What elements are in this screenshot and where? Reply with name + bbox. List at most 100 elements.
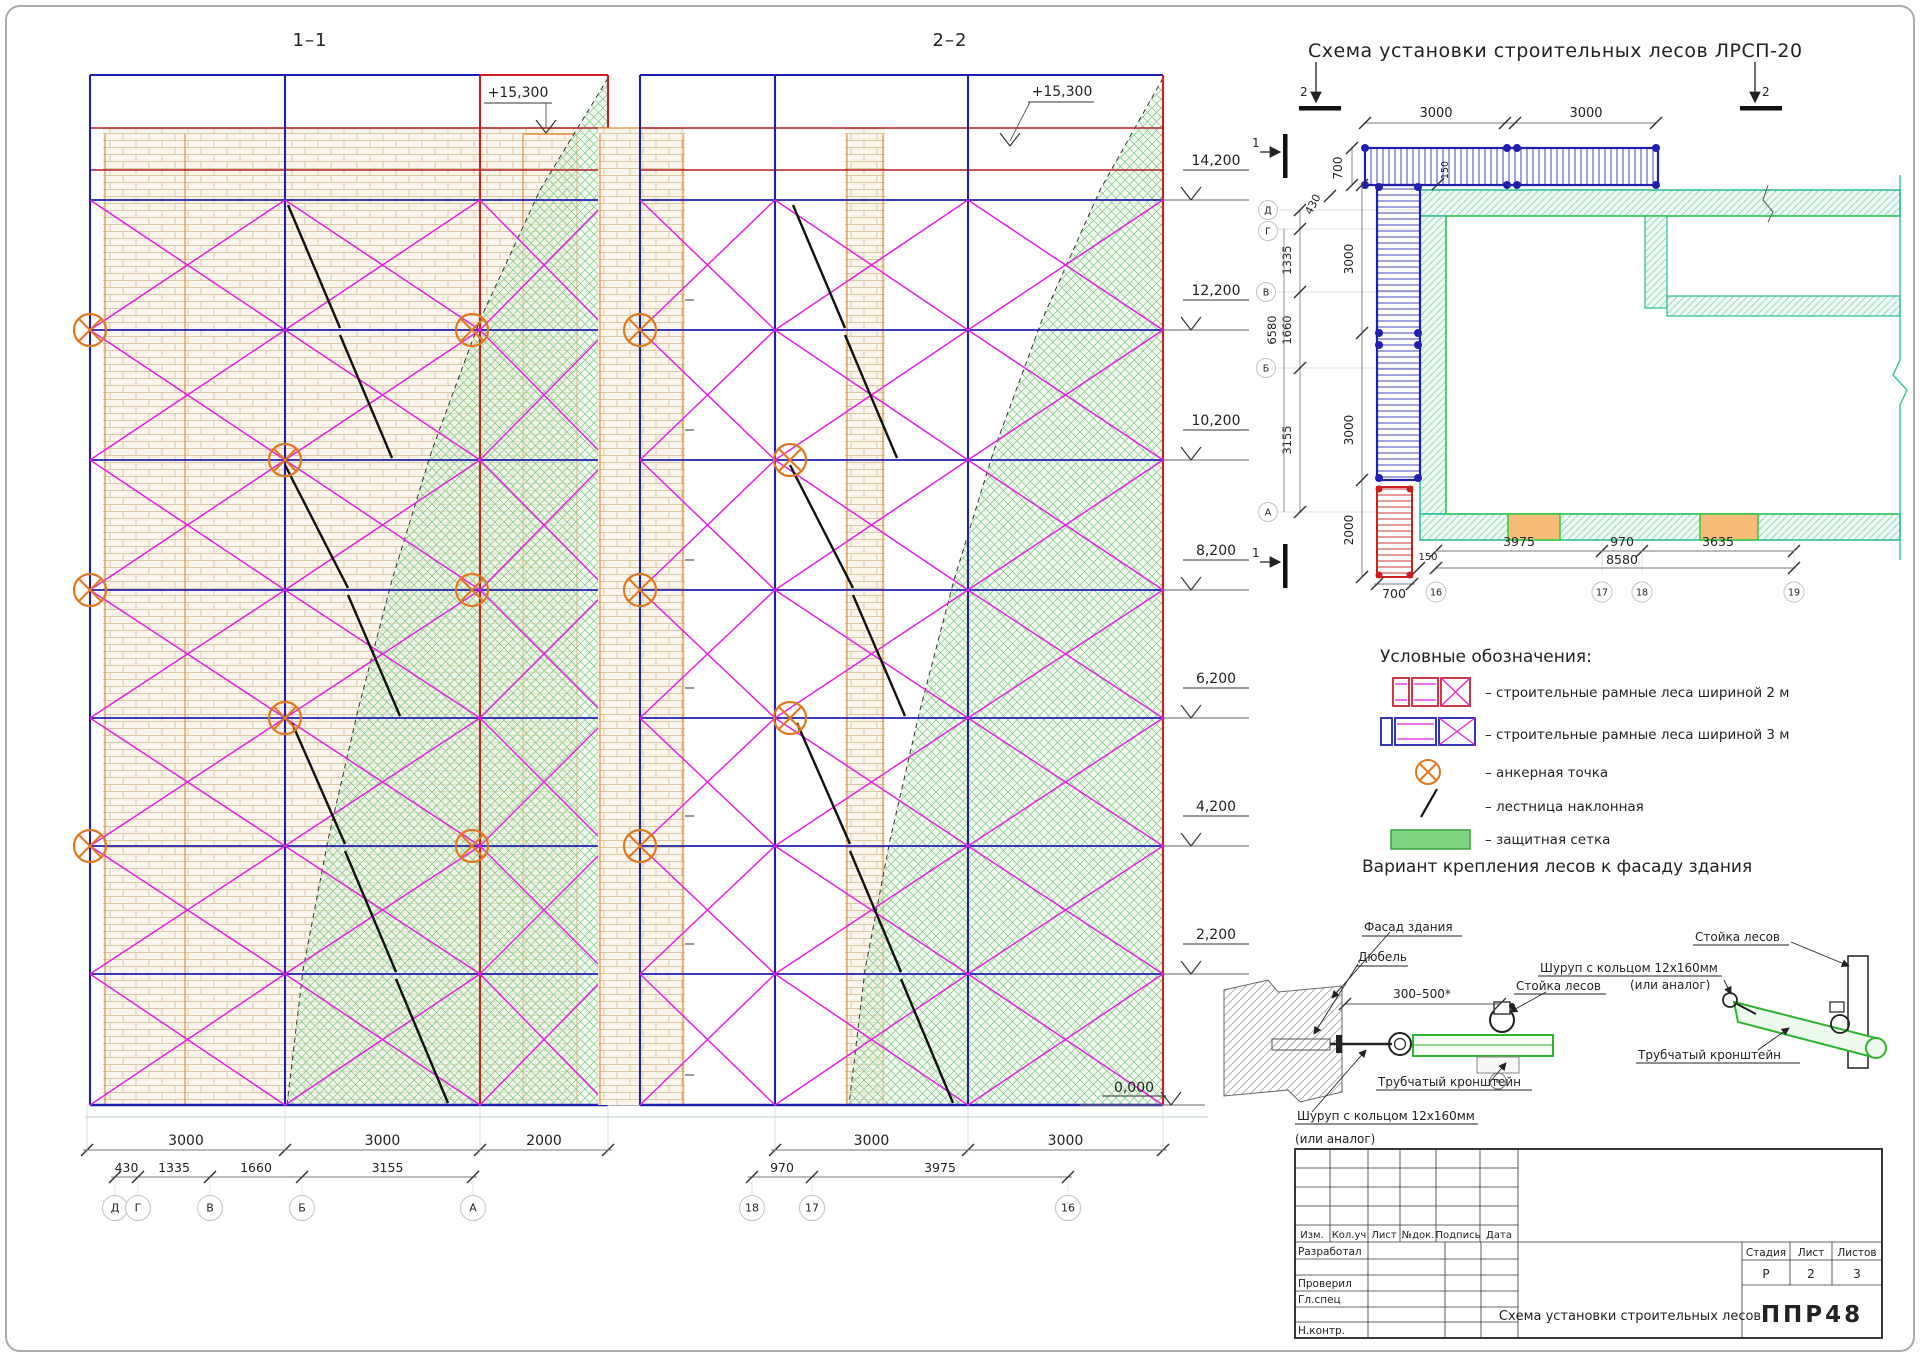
dim-label: 700 [1331,157,1345,180]
title-block-grid [1295,1149,1882,1338]
section-marker-2-right: 2 [1740,62,1782,111]
grid-axis-bubble [1258,200,1278,220]
document-name: Схема установки строительных лесов [1499,1309,1761,1324]
grid-axis-label: 17 [1596,588,1608,599]
dim-label: 3635 [1702,534,1734,549]
inclined-ladder [338,334,394,459]
titleblock-header: Лист [1371,1230,1397,1241]
titleblock-role: Н.контр. [1298,1325,1345,1337]
dim-label: 430 [115,1160,139,1175]
dim-label: 3000 [1048,1133,1084,1149]
top-elevation-mark: +15,300 [1032,84,1093,100]
dim-300-500-label: 300–500* [1393,987,1451,1001]
top-elevation-mark: +15,300 [488,85,549,101]
building-walls [1419,175,1908,560]
plan-view: 2 2 1 1 [1252,62,1908,588]
dim-label: 3975 [1503,534,1535,549]
grid-axis-label: 16 [1061,1202,1075,1215]
dim-label: 3000 [1419,106,1452,121]
inclined-ladder [290,722,347,845]
dim-label: 970 [770,1160,794,1175]
legend-item-text: – строительные рамные леса шириной 3 м [1485,727,1789,743]
bracket-label-left: Трубчатый кронштейн [1377,1075,1521,1089]
titleblock-stage-value: 3 [1853,1267,1861,1281]
grid-axis-bubble [1425,581,1447,603]
fastening-details: Вариант крепления лесов к фасаду здания [1223,857,1887,1146]
inclined-ladder [851,594,907,717]
anchor-point-icon [454,312,490,348]
screw-label-left: Шуруп с кольцом 12х160мм [1297,1109,1475,1123]
elevation-mark: 12,200 [1192,283,1241,299]
mesh-boundary-curve [848,77,1164,1106]
grid-axis-label: В [206,1202,214,1215]
grid-axis-label: 18 [1636,588,1648,599]
dim-label: 700 [1382,586,1406,601]
svg-text:1: 1 [1252,546,1260,560]
details-title: Вариант крепления лесов к фасаду здания [1362,857,1752,877]
grid-axis-bubble [1631,581,1653,603]
plan-dimensions: 3000 300070043015030003000200013351660315… [1256,106,1805,603]
grid-axis-label: Г [135,1202,142,1215]
elevations-group: 14,200 12,200 10,200 8,200 6,200 4,200 2,200 0,… [72,74,1249,1221]
legend-item-text: – лестница наклонная [1485,799,1644,815]
grid-axis-label: 19 [1788,588,1800,599]
grid-axis-bubble [1258,221,1278,241]
section-1-1-heading: 1–1 [293,30,328,51]
grid-axis-bubble [1591,581,1613,603]
legend-item-text: – защитная сетка [1485,832,1610,848]
detail-leaders-left [1295,931,1606,1125]
titleblock-role: Проверил [1298,1278,1352,1290]
grid-axis-label: 18 [745,1202,759,1215]
anchor-point-icon [267,700,303,736]
grid-axis-label: Д [1264,206,1271,217]
titleblock-stage-header: Лист [1798,1247,1825,1259]
cross-braces [89,199,609,1106]
dim-label: 3975 [924,1160,956,1175]
dim-label: 2000 [526,1133,562,1149]
dim-label: 3000 [1342,415,1356,446]
svg-text:2: 2 [1300,85,1308,99]
section-2-2-heading: 2–2 [933,30,968,51]
scaffold-strip-left [1375,183,1422,482]
anchor-point-icon [72,572,108,608]
grid-axis-label: 16 [1430,588,1442,599]
grid-axis-bubble [799,1195,825,1221]
section-marker-1-top: 1 [1252,134,1288,178]
protective-mesh-icon [1390,829,1471,850]
anchor-point-icon [72,312,108,348]
dim-label: 1335 [158,1160,190,1175]
facade-label: Фасад здания [1364,920,1453,934]
anchor-point-icon [454,828,490,864]
grid-axis-label: Б [1263,364,1270,375]
dim-label: 3000 [854,1133,890,1149]
grid-axis-label: Д [111,1202,120,1215]
inclined-ladder [843,334,899,459]
grid-axis-label: В [1263,288,1270,299]
screw-ring [1388,1032,1412,1056]
titleblock-header: Кол.уч [1332,1230,1367,1241]
brick-wall [598,128,685,1105]
fastening-detail-wall [1223,979,1554,1103]
scaffold-frame-2m-icon [1392,677,1471,707]
inclined-ladder [286,204,342,329]
grid-axis-bubble [125,1195,151,1221]
dim-label: 150 [1440,161,1451,179]
protective-mesh-hatch [287,78,608,1105]
inclined-ladder [899,978,955,1104]
grid-axis-bubble [1256,282,1276,302]
legend: Условные обозначения: – строительные рам… [1380,647,1789,850]
screw-label-right: Шуруп с кольцом 12х160мм [1540,961,1718,975]
inclined-ladder [791,204,847,329]
inclined-ladder [346,594,402,717]
legend-title: Условные обозначения: [1380,647,1592,667]
scaffold-strip-top [1363,146,1660,187]
grid-axis-bubble [739,1195,765,1221]
dim-label: 8580 [1606,552,1638,567]
scaffold-frame-3m-icon [1380,717,1476,746]
dim-label: 1660 [1280,315,1294,344]
screw-label-right-2: (или аналог) [1630,978,1710,992]
titleblock-role: Гл.спец [1298,1294,1341,1306]
grid-axis-bubble [460,1195,486,1221]
inclined-ladder-icon [1420,788,1438,818]
anchor-point-icon [267,442,303,478]
